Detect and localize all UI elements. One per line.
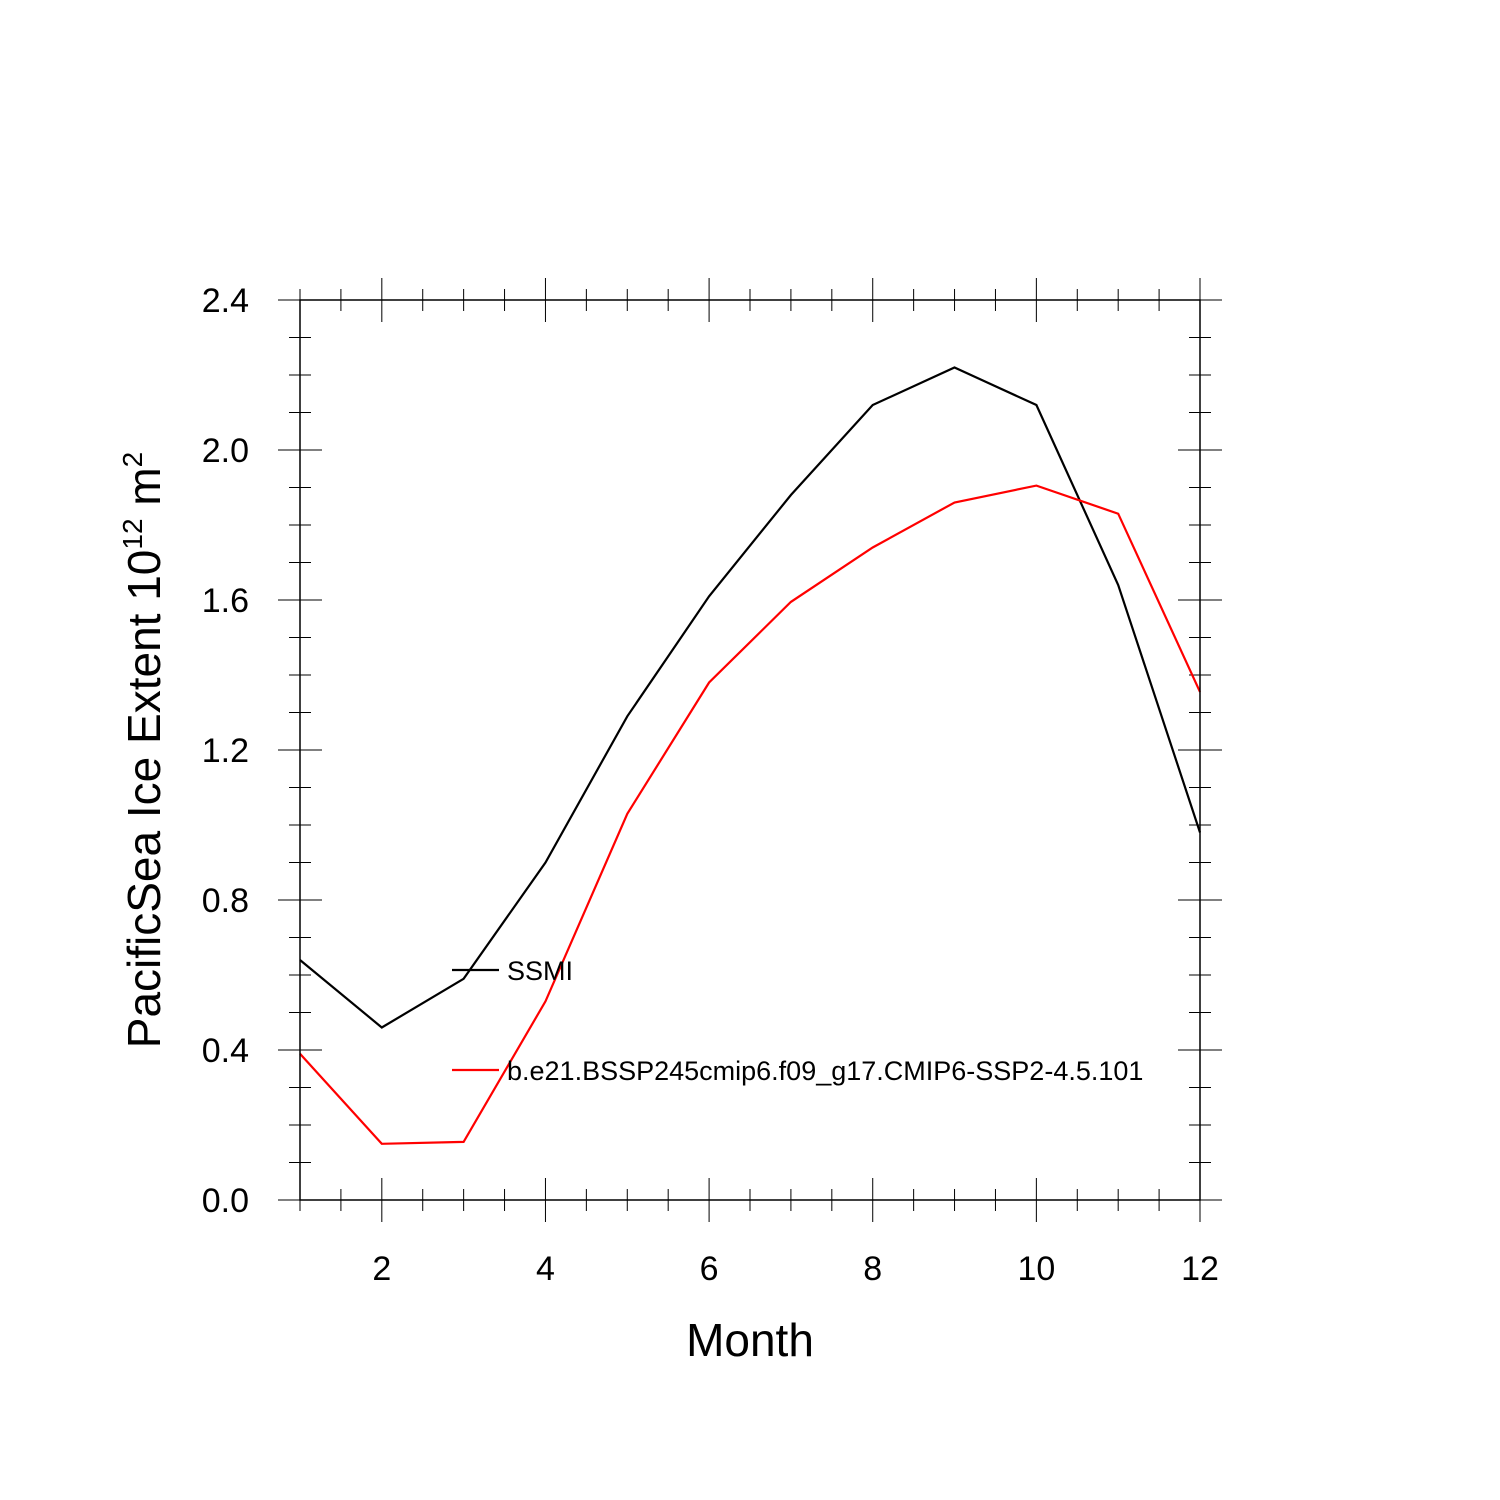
series-line-2 bbox=[299, 484, 1201, 1145]
legend-label-1: SSMI bbox=[507, 956, 573, 986]
y-axis-title-exponent: 12 bbox=[117, 518, 148, 549]
legend: SSMI b.e21.BSSP245cmip6.f09_g17.CMIP6-SSP… bbox=[452, 956, 1143, 1086]
x-tick-label: 10 bbox=[1017, 1250, 1055, 1288]
y-tick-label: 0.0 bbox=[202, 1182, 249, 1220]
series-lines bbox=[299, 366, 1202, 1145]
x-tick-label: 4 bbox=[536, 1250, 555, 1288]
x-tick-label: 12 bbox=[1181, 1250, 1219, 1288]
x-axis-title: Month bbox=[686, 1314, 814, 1366]
x-tick-labels: 2 4 6 8 10 12 bbox=[372, 1250, 1219, 1288]
y-tick-label: 0.4 bbox=[202, 1032, 249, 1070]
legend-label-2: b.e21.BSSP245cmip6.f09_g17.CMIP6-SSP2-4.… bbox=[507, 1056, 1143, 1086]
y-tick-label: 0.8 bbox=[202, 882, 249, 920]
y-axis-title-main: PacificSea Ice Extent 10 bbox=[118, 550, 170, 1049]
y-axis-title-unit: m bbox=[118, 467, 170, 518]
y-axis-title: PacificSea Ice Extent 1012 m2 bbox=[117, 452, 170, 1048]
y-tick-label: 1.6 bbox=[202, 582, 249, 620]
y-axis-title-unit-exponent: 2 bbox=[117, 452, 148, 468]
plot-frame bbox=[299, 299, 1201, 1201]
y-tick-label: 1.2 bbox=[202, 732, 249, 770]
series-line-1 bbox=[299, 366, 1202, 1029]
x-tick-label: 2 bbox=[372, 1250, 391, 1288]
x-tick-label: 6 bbox=[700, 1250, 719, 1288]
y-tick-label: 2.4 bbox=[202, 282, 249, 320]
y-tick-label: 2.0 bbox=[202, 432, 249, 470]
x-tick-label: 8 bbox=[863, 1250, 882, 1288]
y-tick-labels: 0.0 0.4 0.8 1.2 1.6 2.0 2.4 bbox=[202, 282, 249, 1220]
